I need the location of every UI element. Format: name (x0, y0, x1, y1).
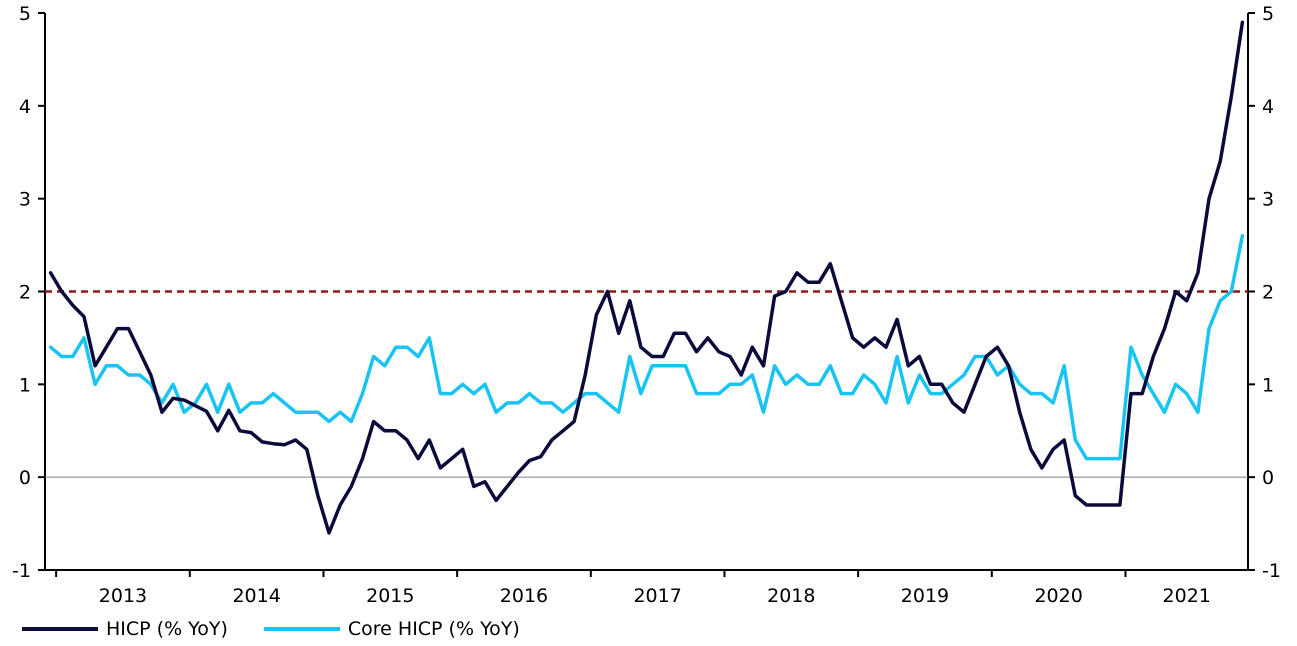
legend-item-hicp: HICP (% YoY) (22, 618, 228, 640)
legend-item-core-hicp: Core HICP (% YoY) (263, 618, 520, 640)
series-group (48, 20, 1245, 535)
x-tick-label: 2013 (99, 585, 147, 607)
x-tick-label: 2021 (1163, 585, 1211, 607)
y-tick-label-right: -1 (1262, 560, 1281, 582)
y-tick-label-right: 3 (1262, 189, 1274, 211)
y-tick-label-right: 4 (1262, 96, 1274, 118)
y-tick-label-left: 4 (19, 96, 31, 118)
x-tick-label: 2014 (232, 585, 280, 607)
x-tick-label: 2017 (633, 585, 681, 607)
y-tick-label-left: 2 (19, 282, 31, 304)
x-tick-label: 2020 (1034, 585, 1082, 607)
hicp-line (48, 20, 1245, 535)
reference-lines (45, 290, 1248, 478)
y-tick-label-right: 5 (1262, 3, 1274, 25)
y-tick-label-left: 1 (19, 374, 31, 396)
y-tick-label-left: -1 (12, 560, 31, 582)
legend-label-core-hicp: Core HICP (% YoY) (347, 618, 520, 640)
legend-swatch-hicp (22, 627, 98, 631)
y-tick-label-right: 2 (1262, 282, 1274, 304)
x-tick-label: 2018 (767, 585, 815, 607)
legend: HICP (% YoY) Core HICP (% YoY) (22, 616, 520, 642)
x-tick-label: 2019 (901, 585, 949, 607)
x-tick-label: 2015 (366, 585, 414, 607)
core-hicp-line (48, 234, 1245, 461)
x-axis: 2013 2014 2015 2016 2017 2018 2019 2020 2021 (45, 569, 1248, 607)
legend-label-hicp: HICP (% YoY) (106, 618, 228, 640)
y-axes: -1 -1 0 0 1 1 2 2 3 3 4 4 5 5 (12, 3, 1281, 582)
y-tick-label-left: 0 (19, 467, 31, 489)
legend-swatch-core-hicp (263, 627, 340, 631)
y-tick-label-right: 1 (1262, 374, 1274, 396)
x-tick-label: 2016 (500, 585, 548, 607)
y-tick-label-right: 0 (1262, 467, 1274, 489)
y-tick-label-left: 3 (19, 189, 31, 211)
y-tick-label-left: 5 (19, 3, 31, 25)
